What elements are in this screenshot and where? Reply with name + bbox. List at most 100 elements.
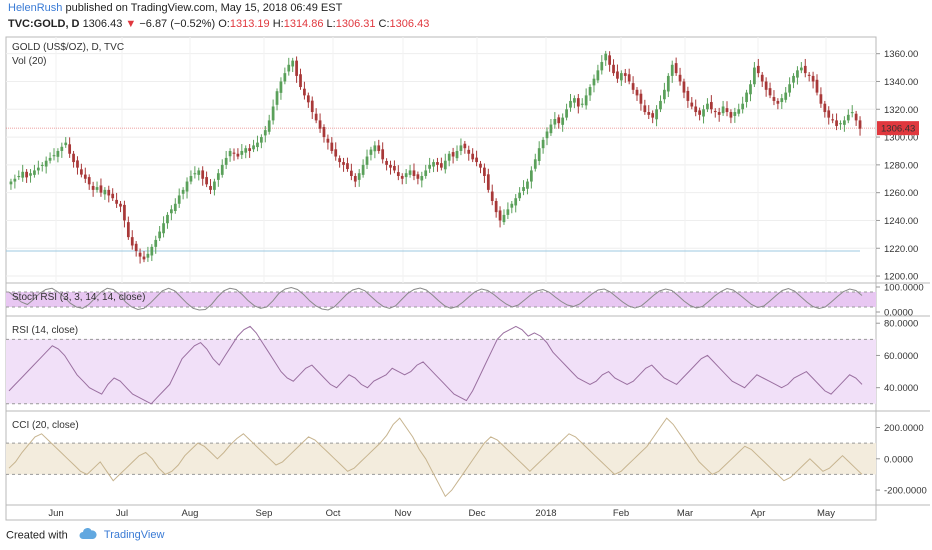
candle-body (400, 175, 404, 179)
candle-body (393, 165, 396, 171)
candle-body (443, 160, 447, 170)
candle-body (796, 70, 799, 78)
cci-line (8, 417, 863, 498)
candle-body (459, 145, 463, 151)
candle-body (682, 81, 686, 93)
candle-body (623, 73, 627, 76)
candle-body (690, 102, 694, 107)
candle-body (518, 192, 521, 199)
candle-body (209, 185, 212, 190)
candle-body (138, 252, 142, 257)
candle-body (843, 120, 846, 125)
candle-body (365, 156, 369, 165)
candle-body (260, 137, 263, 143)
candle-body (502, 214, 506, 223)
candle-body (220, 164, 224, 175)
candle-body (48, 157, 52, 161)
candle-body (123, 204, 126, 221)
candle-body (741, 103, 745, 110)
candle-body (616, 71, 619, 79)
publish-info: HelenRush published on TradingView.com, … (8, 2, 342, 14)
author-link[interactable]: HelenRush (8, 2, 63, 14)
candle-body (76, 160, 79, 168)
candle-body (111, 193, 115, 199)
candle-body (33, 170, 36, 175)
x-tick-label: Jun (48, 508, 63, 519)
candle-body (451, 152, 455, 157)
rsi-band (6, 339, 876, 404)
candle-body (651, 113, 655, 118)
candle-body (706, 103, 709, 110)
candle-body (749, 84, 752, 95)
candle-body (306, 95, 310, 103)
tradingview-link[interactable]: TradingView (103, 529, 165, 542)
candles (9, 50, 862, 264)
candle-body (357, 173, 361, 180)
candle-body (52, 155, 56, 157)
x-tick-label: Jul (116, 508, 128, 519)
candle-body (612, 64, 615, 74)
candle-body (56, 150, 60, 157)
candle-body (619, 73, 623, 81)
candle-body (181, 189, 185, 194)
candle-body (436, 162, 439, 165)
candle-body (858, 120, 862, 129)
candle-body (788, 84, 791, 93)
candle-body (263, 130, 267, 136)
candle-body (545, 131, 549, 139)
candle-body (310, 100, 314, 113)
candle-body (483, 167, 486, 176)
candle-body (396, 172, 400, 176)
candle-body (424, 170, 428, 176)
candle-body (573, 98, 576, 103)
candle-body (9, 181, 13, 185)
open-label: O: (218, 18, 230, 30)
candle-body (240, 150, 244, 155)
price-tick-label: 1360.00 (884, 49, 918, 60)
candle-body (95, 187, 99, 190)
stoch-rsi-line (8, 286, 863, 311)
candle-body (201, 170, 205, 179)
candle-body (725, 108, 729, 113)
candle-body (389, 164, 392, 168)
candle-body (173, 203, 177, 212)
candle-body (318, 120, 322, 129)
candle-body (115, 199, 118, 204)
x-tick-label: Oct (326, 508, 341, 519)
candle-body (698, 110, 701, 115)
rsi-line (8, 325, 863, 405)
candle-body (584, 95, 588, 106)
candle-body (314, 113, 318, 121)
candle-body (25, 171, 28, 178)
candle-body (541, 139, 545, 149)
low-label: L: (326, 18, 336, 30)
x-tick-label: Dec (469, 508, 486, 519)
candle-body (803, 65, 807, 74)
candle-body (166, 214, 169, 224)
candle-body (643, 105, 647, 113)
high-value: 1314.86 (283, 18, 324, 30)
candle-body (87, 177, 91, 185)
candle-body (130, 237, 134, 246)
candle-body (432, 162, 435, 167)
candle-body (600, 62, 604, 71)
candle-body (835, 120, 838, 126)
candle-body (588, 87, 592, 96)
price-tick-label: 1320.00 (884, 105, 918, 116)
cci-tick-label: -200.0000 (884, 486, 927, 497)
candle-body (694, 106, 698, 113)
candle-body (557, 117, 561, 124)
candle-body (236, 153, 240, 157)
x-tick-label: May (817, 508, 835, 519)
candle-body (232, 152, 236, 154)
down-arrow-icon: ▼ (125, 18, 137, 30)
candle-body (283, 73, 287, 82)
candle-body (811, 75, 815, 82)
candle-body (83, 174, 87, 179)
candle-body (772, 97, 776, 101)
candle-body (197, 170, 201, 175)
candle-body (659, 100, 662, 110)
candle-body (295, 60, 298, 76)
rsi-tick-label: 40.0000 (884, 383, 918, 394)
